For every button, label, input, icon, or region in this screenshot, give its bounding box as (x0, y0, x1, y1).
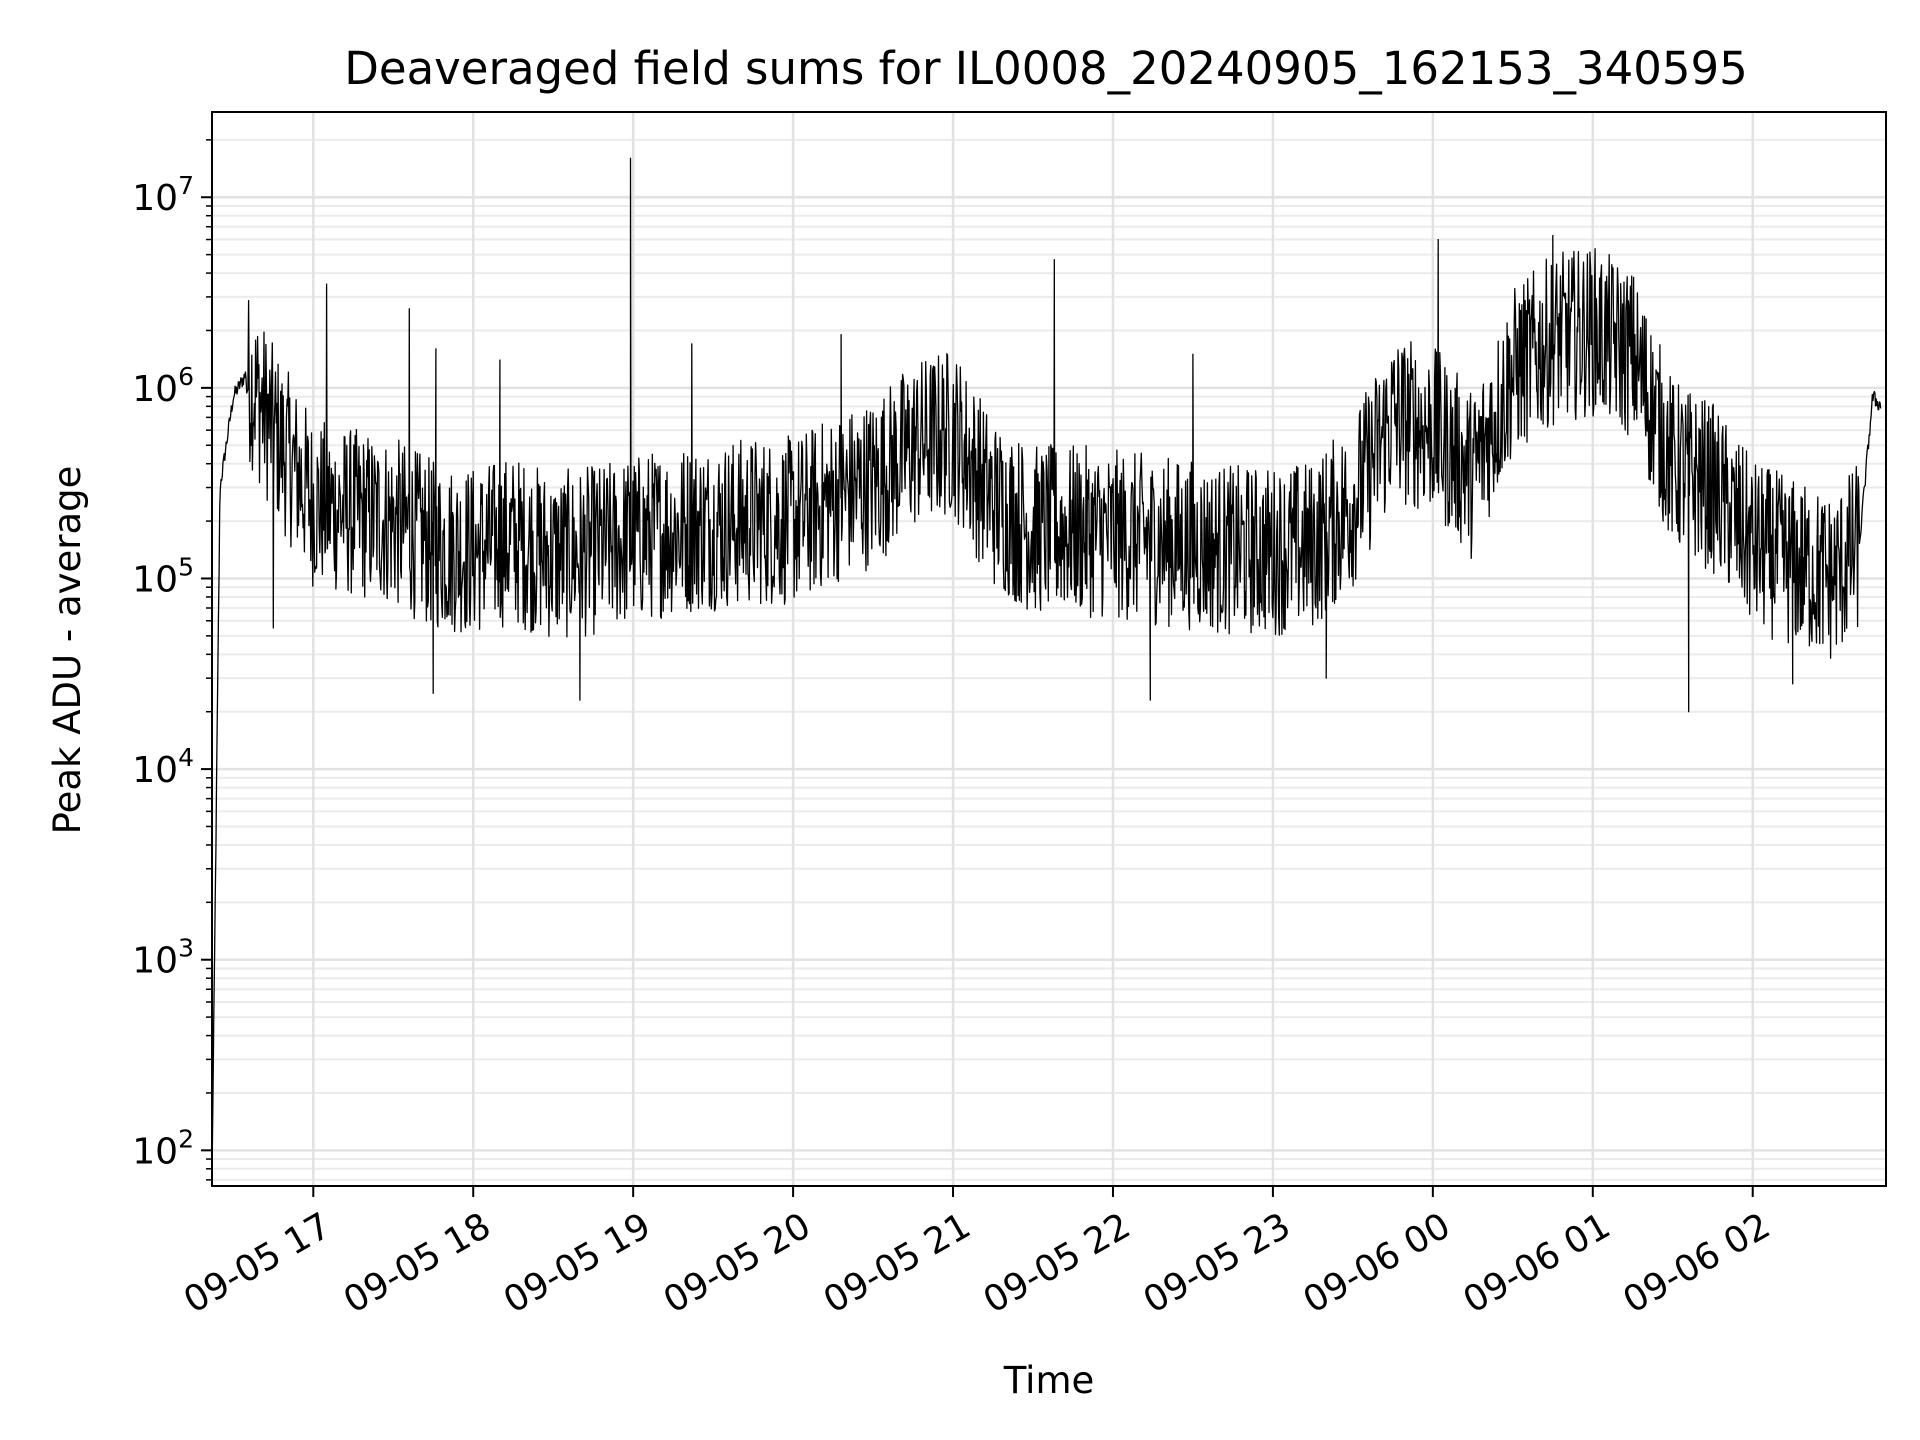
y-tick-label: 102 (132, 1124, 194, 1172)
y-tick-label: 105 (132, 552, 194, 600)
chart-title: Deaveraged field sums for IL0008_2024090… (344, 42, 1748, 95)
plot-frame (211, 111, 1887, 1187)
y-tick-label: 106 (132, 362, 194, 410)
y-tick-label: 107 (132, 171, 194, 219)
x-axis-label: Time (1003, 1359, 1095, 1402)
plot-area (211, 157, 1882, 1178)
y-axis-label: Peak ADU - average (46, 466, 89, 835)
series-line (211, 157, 1882, 1178)
y-tick-label: 103 (132, 934, 194, 982)
y-tick-label: 104 (132, 743, 194, 791)
